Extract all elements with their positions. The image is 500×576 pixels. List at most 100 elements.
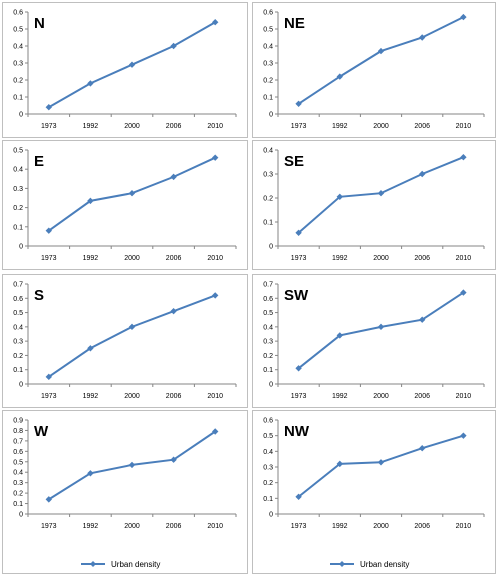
legend-label: Urban density bbox=[360, 560, 409, 569]
y-tick-label: 0.5 bbox=[263, 27, 273, 34]
data-point bbox=[295, 493, 302, 500]
data-point bbox=[212, 428, 219, 435]
data-point bbox=[45, 496, 52, 503]
data-point bbox=[128, 190, 136, 197]
legend-marker bbox=[90, 561, 96, 567]
y-tick-label: 0.1 bbox=[263, 367, 273, 374]
y-tick-label: 0.3 bbox=[13, 61, 23, 68]
x-tick-label: 1973 bbox=[291, 255, 307, 262]
x-tick-label: 2010 bbox=[207, 123, 223, 130]
y-tick-label: 0.2 bbox=[263, 196, 273, 203]
data-point bbox=[128, 323, 136, 331]
y-tick-label: 0.1 bbox=[263, 496, 273, 503]
y-tick-label: 0.4 bbox=[13, 167, 23, 174]
y-tick-label: 0.5 bbox=[13, 310, 23, 317]
y-tick-label: 0.5 bbox=[263, 433, 273, 440]
x-tick-label: 2006 bbox=[166, 393, 182, 400]
y-tick-label: 0.6 bbox=[13, 296, 23, 303]
x-tick-label: 1992 bbox=[83, 255, 99, 262]
chart-title: E bbox=[34, 153, 44, 170]
y-tick-label: 0.3 bbox=[263, 339, 273, 346]
y-tick-label: 0.7 bbox=[13, 438, 23, 445]
data-point bbox=[295, 229, 302, 236]
chart-panel: 0 0.1 0.2 0.3 0.4 1973 1992 2000 2006 2010 SE bbox=[252, 140, 496, 270]
x-tick-label: 2000 bbox=[373, 523, 389, 530]
x-tick-label: 2000 bbox=[373, 255, 389, 262]
y-tick-label: 0 bbox=[269, 112, 273, 119]
y-tick-label: 0.2 bbox=[263, 353, 273, 360]
data-point bbox=[419, 316, 426, 323]
data-point bbox=[45, 227, 52, 234]
legend-label: Urban density bbox=[111, 560, 160, 569]
chart-panel: 0 0.1 0.2 0.3 0.4 0.5 0.6 1973 1992 2000 2006 2010 N… bbox=[252, 2, 496, 138]
data-point bbox=[377, 323, 385, 331]
y-tick-label: 0.2 bbox=[13, 491, 23, 498]
y-tick-label: 0.2 bbox=[13, 205, 23, 212]
x-tick-label: 2006 bbox=[166, 123, 182, 130]
y-tick-label: 0.6 bbox=[263, 296, 273, 303]
x-tick-label: 1973 bbox=[41, 255, 57, 262]
x-tick-label: 2000 bbox=[124, 523, 140, 530]
x-tick-label: 2010 bbox=[456, 123, 472, 130]
data-point bbox=[336, 73, 343, 80]
x-tick-label: 1973 bbox=[291, 523, 307, 530]
panel-frame bbox=[2, 274, 248, 408]
y-tick-label: 0 bbox=[269, 382, 273, 389]
y-tick-label: 0.2 bbox=[13, 353, 23, 360]
x-tick-label: 2006 bbox=[414, 393, 430, 400]
x-tick-label: 2010 bbox=[456, 393, 472, 400]
data-point bbox=[170, 456, 177, 463]
legend-marker bbox=[339, 561, 345, 567]
y-tick-label: 0.9 bbox=[13, 418, 23, 425]
data-point bbox=[377, 47, 385, 55]
chart-panel: 0 0.1 0.2 0.3 0.4 0.5 0.6 1973 1992 2000 2006 2010 N… bbox=[252, 410, 496, 574]
x-tick-label: 1992 bbox=[83, 393, 99, 400]
y-tick-label: 0.6 bbox=[263, 10, 273, 17]
y-tick-label: 0.1 bbox=[13, 224, 23, 231]
data-point bbox=[336, 193, 343, 200]
data-point bbox=[419, 170, 426, 178]
data-point bbox=[170, 307, 177, 315]
chart-title: S bbox=[34, 287, 44, 304]
y-tick-label: 0.1 bbox=[13, 95, 23, 102]
data-point bbox=[295, 100, 302, 107]
data-point bbox=[212, 19, 219, 26]
y-tick-label: 0.6 bbox=[263, 418, 273, 425]
y-tick-label: 0.4 bbox=[13, 470, 23, 477]
x-tick-label: 1973 bbox=[291, 123, 307, 130]
data-point bbox=[460, 289, 467, 296]
y-tick-label: 0 bbox=[19, 512, 23, 519]
data-point bbox=[128, 61, 136, 68]
data-point bbox=[128, 461, 136, 469]
x-tick-label: 1992 bbox=[83, 123, 99, 130]
x-tick-label: 2006 bbox=[166, 523, 182, 530]
y-tick-label: 0.3 bbox=[263, 465, 273, 472]
y-tick-label: 0.5 bbox=[13, 27, 23, 34]
x-tick-label: 1992 bbox=[83, 523, 99, 530]
data-point bbox=[45, 373, 52, 381]
chart-panel: 0 0.1 0.2 0.3 0.4 0.5 0.6 0.7 1973 1992 2000 2006 20… bbox=[2, 274, 248, 408]
data-point bbox=[87, 345, 94, 352]
x-tick-label: 2010 bbox=[456, 255, 472, 262]
x-tick-label: 2006 bbox=[414, 255, 430, 262]
data-point bbox=[419, 445, 426, 452]
data-point bbox=[87, 470, 94, 477]
y-tick-label: 0 bbox=[19, 244, 23, 251]
y-tick-label: 0.4 bbox=[263, 148, 273, 155]
chart-panel: 0 0.1 0.2 0.3 0.4 0.5 1973 1992 2000 2006 2010 E bbox=[2, 140, 248, 270]
x-tick-label: 2000 bbox=[124, 255, 140, 262]
chart-panel: 0 0.1 0.2 0.3 0.4 0.5 0.6 0.7 0.8 0.9 1973 1992 2000… bbox=[2, 410, 248, 574]
y-tick-label: 0.4 bbox=[13, 44, 23, 51]
y-tick-label: 0.1 bbox=[13, 501, 23, 508]
panel-frame bbox=[2, 2, 248, 138]
y-tick-label: 0 bbox=[19, 112, 23, 119]
data-point bbox=[87, 80, 94, 87]
panel-frame bbox=[252, 2, 496, 138]
data-point bbox=[87, 197, 94, 205]
data-point bbox=[212, 154, 219, 161]
y-tick-label: 0 bbox=[19, 382, 23, 389]
data-point bbox=[460, 154, 467, 161]
x-tick-label: 2010 bbox=[207, 523, 223, 530]
y-tick-label: 0.4 bbox=[263, 44, 273, 51]
chart-title: NE bbox=[284, 15, 305, 32]
